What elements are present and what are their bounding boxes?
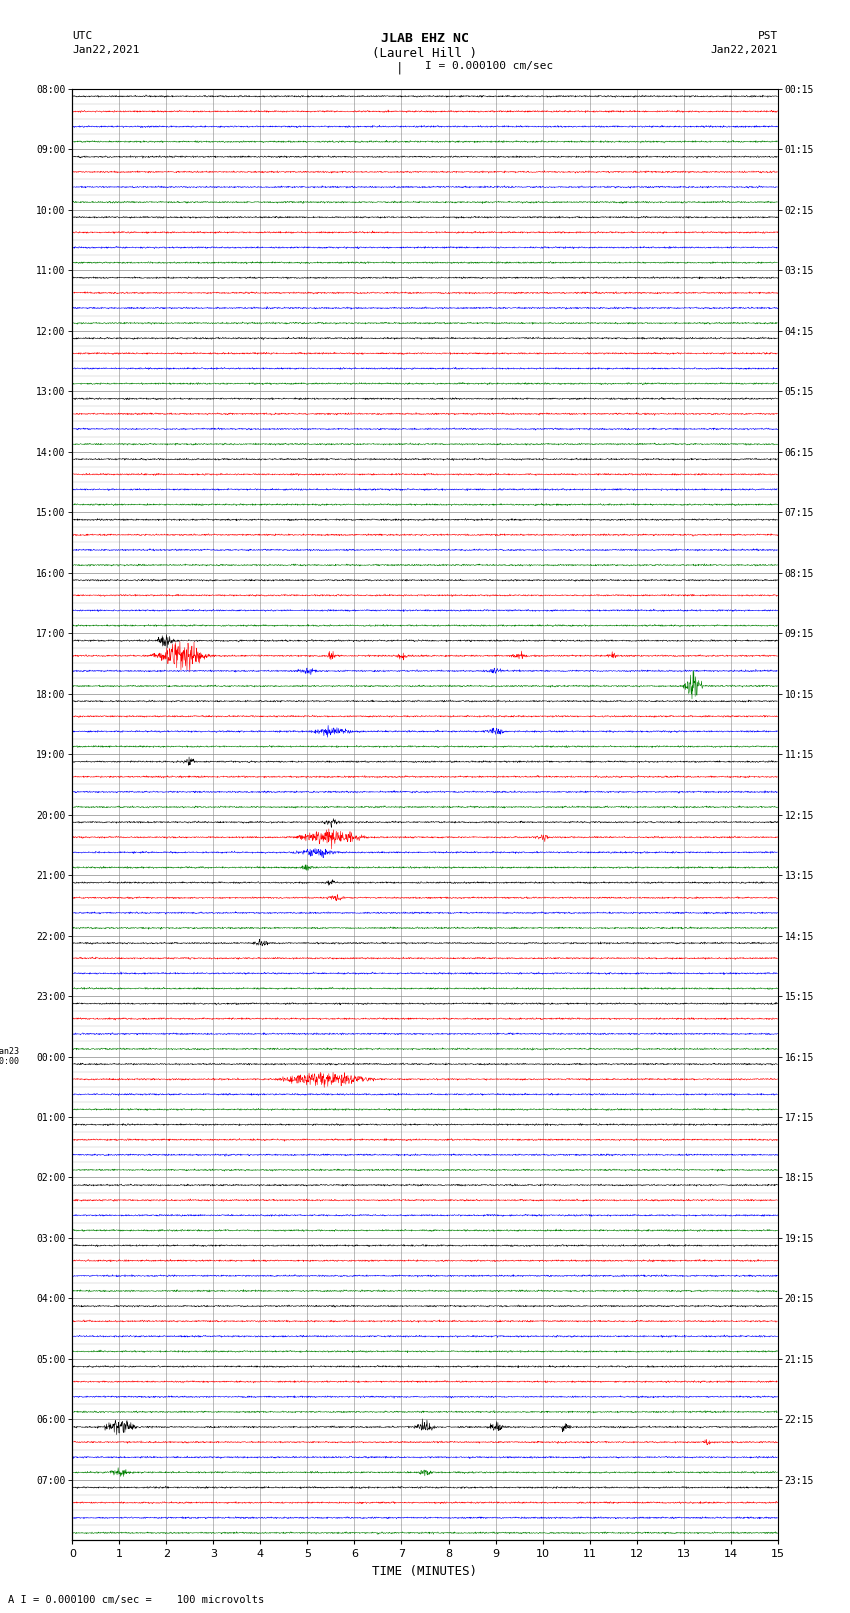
X-axis label: TIME (MINUTES): TIME (MINUTES) <box>372 1565 478 1578</box>
Text: |: | <box>396 61 403 74</box>
Text: Jan22,2021: Jan22,2021 <box>72 45 139 55</box>
Text: Jan23
00:00: Jan23 00:00 <box>0 1047 20 1066</box>
Text: (Laurel Hill ): (Laurel Hill ) <box>372 47 478 60</box>
Text: A I = 0.000100 cm/sec =    100 microvolts: A I = 0.000100 cm/sec = 100 microvolts <box>8 1595 264 1605</box>
Text: I = 0.000100 cm/sec: I = 0.000100 cm/sec <box>425 61 553 71</box>
Text: PST: PST <box>757 31 778 40</box>
Text: Jan22,2021: Jan22,2021 <box>711 45 778 55</box>
Text: UTC: UTC <box>72 31 93 40</box>
Text: JLAB EHZ NC: JLAB EHZ NC <box>381 32 469 45</box>
